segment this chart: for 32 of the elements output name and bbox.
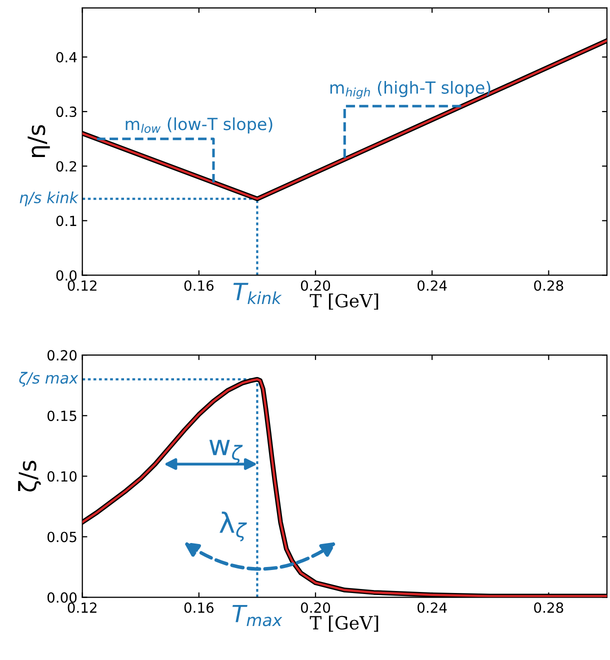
x-tick-label: 0.16 [184,602,214,613]
annotation: λ$_{ζ}$ [220,512,247,542]
annotation: w$_{ζ}$ [209,440,243,464]
x-tick-label: 0.20 [300,602,330,613]
x-tick-label: 0.28 [534,602,564,613]
ref-line-label: η/s kink [20,191,79,206]
y-tick-label: 0.00 [47,592,77,603]
annotation: m$_{low}$ (low-T slope) [126,117,272,134]
y-tick-label: 0.3 [56,106,76,118]
y-tick-label: 0.2 [56,161,76,172]
y-axis-title: η/s [28,125,50,158]
y-tick-label: 0.05 [47,532,76,542]
x-tick-label: 0.16 [184,280,214,291]
x-axis-title: T [GeV] [310,294,378,310]
y-tick-label: 0.0 [56,270,77,281]
y-tick-label: 0.15 [47,410,76,422]
x-tick-label: 0.20 [300,280,330,291]
x-tick-label: 0.12 [68,280,96,291]
x-tick-label: 0.24 [418,280,447,291]
y-tick-label: 0.10 [47,471,77,482]
y-tick-label: 0.20 [47,350,77,361]
y-tick-label: 0.1 [56,216,76,226]
ref-line-label: ζ/s max [19,372,78,387]
x-tick-label: 0.12 [68,602,96,613]
y-tick-label: 0.4 [56,52,77,62]
ref-line-label: T$_{kink}$ [233,282,282,304]
x-tick-label: 0.28 [534,280,564,291]
y-axis-title: ζ/s [18,460,42,492]
x-tick-label: 0.24 [418,602,447,613]
ref-line-label: T$_{max}$ [232,604,282,626]
annotation: m$_{high}$ (high-T slope) [330,80,490,99]
x-axis-title: T [GeV] [310,616,378,632]
